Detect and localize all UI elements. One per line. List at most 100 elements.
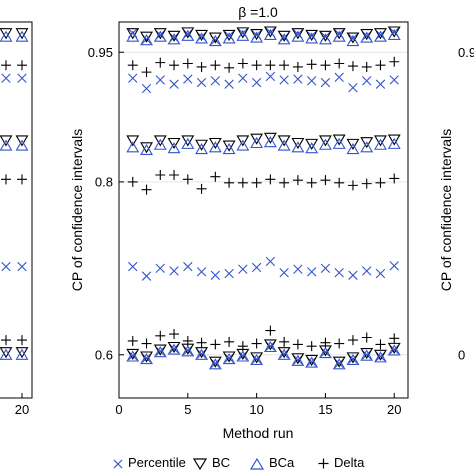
bc-point — [153, 28, 167, 40]
bc-point — [346, 138, 360, 150]
bc-point — [305, 354, 319, 367]
percentile-point — [279, 32, 289, 43]
percentile-point — [169, 79, 179, 89]
percentile-point — [210, 76, 221, 86]
bc-point — [374, 28, 387, 40]
delta-point — [320, 337, 331, 348]
bc-point — [263, 132, 277, 144]
bca-point — [140, 143, 153, 155]
bc-point — [195, 139, 209, 151]
bc-point — [222, 140, 236, 152]
x-axis-ticks: 0 5 10 15 20 — [115, 393, 401, 417]
bc-point — [318, 135, 332, 147]
bca-point — [346, 353, 360, 366]
x-tick-label: 20 — [387, 402, 401, 417]
y-tick-label: 0.8 — [95, 174, 113, 189]
percentile-point — [169, 32, 179, 43]
bc-point — [153, 344, 167, 356]
left-delta-point — [1, 60, 11, 71]
bc-point — [126, 28, 140, 40]
delta-point — [169, 60, 180, 71]
x-tick-label: 0 — [115, 402, 122, 417]
legend-item-delta: Delta — [318, 455, 364, 470]
bc-point — [374, 135, 387, 147]
percentile-point — [196, 349, 207, 359]
left-bca-point — [0, 30, 13, 42]
x-marker-icon — [113, 459, 123, 468]
bca-point — [208, 141, 222, 153]
legend-item-percentile: Percentile — [113, 455, 186, 470]
bca-point — [332, 137, 346, 149]
percentile-point — [265, 341, 276, 351]
bca-point — [236, 350, 250, 362]
bca-point — [153, 138, 167, 150]
right-y-tick-label: 0.9 — [458, 45, 474, 60]
delta-point — [127, 335, 138, 346]
left-bc-point — [15, 347, 29, 359]
bc-point — [346, 352, 360, 364]
right-y-axis-label: CP of confidence intervals — [438, 129, 454, 291]
bc-point — [360, 137, 374, 149]
delta-point — [210, 339, 221, 350]
percentile-point — [334, 358, 344, 369]
left-percentile-point — [1, 73, 11, 83]
bc-point — [291, 28, 305, 40]
bc-point — [277, 347, 291, 359]
percentile-point — [224, 79, 234, 89]
left-delta-point — [17, 60, 27, 71]
bca-point — [222, 32, 236, 44]
percentile-point — [128, 261, 138, 272]
bca-point — [195, 142, 209, 155]
percentile-point — [375, 79, 386, 89]
percentile-point — [196, 267, 207, 277]
left-bc-point — [0, 28, 13, 40]
percentile-point — [348, 270, 358, 280]
left-bca-point — [0, 348, 13, 360]
percentile-point — [169, 344, 179, 354]
left-panel-frame — [0, 21, 33, 399]
chart-title: β =1.0 — [238, 4, 278, 20]
percentile-point — [265, 256, 276, 267]
bca-point — [195, 32, 209, 44]
main-plot-panel: β =1.0 0.6 0.8 0.95 0 5 10 15 20 CP of confide… — [69, 4, 409, 441]
bc-point — [277, 135, 291, 147]
percentile-point — [196, 32, 207, 42]
delta-point — [196, 183, 207, 194]
right-partial-panel: CP of confidence intervals 0.90 — [438, 45, 474, 363]
delta-point — [334, 58, 345, 69]
left-percentile-point — [1, 261, 11, 272]
delta-point — [361, 332, 372, 343]
percentile-point — [210, 270, 221, 280]
percentile-point — [169, 266, 179, 276]
bc-point — [195, 29, 209, 42]
bca-point — [305, 32, 319, 44]
bc-point — [360, 29, 374, 41]
bca-point — [277, 348, 291, 360]
bca-point — [222, 142, 236, 155]
delta-point — [265, 60, 276, 71]
percentile-point — [375, 351, 386, 362]
left-bc-point — [0, 347, 13, 359]
percentile-point — [210, 358, 221, 369]
percentile-point — [141, 353, 152, 363]
delta-point — [196, 61, 207, 72]
bc-point — [346, 32, 360, 44]
bc-point — [387, 342, 401, 354]
bca-point — [126, 350, 140, 362]
bc-point — [140, 31, 153, 43]
bc-point — [250, 352, 264, 364]
percentile-point — [348, 354, 358, 364]
delta-point — [389, 173, 400, 184]
delta-point — [292, 175, 303, 186]
delta-point — [182, 174, 193, 185]
x-tick-label: 10 — [249, 402, 263, 417]
percentile-point — [155, 263, 165, 274]
bca-point — [208, 358, 222, 370]
bc-point — [167, 137, 181, 150]
bca-point — [387, 28, 401, 41]
bca-point — [181, 137, 195, 149]
delta-point — [279, 177, 290, 188]
y-tick-label: 0.6 — [95, 347, 113, 362]
bc-point — [387, 134, 401, 146]
percentile-point — [238, 350, 248, 361]
